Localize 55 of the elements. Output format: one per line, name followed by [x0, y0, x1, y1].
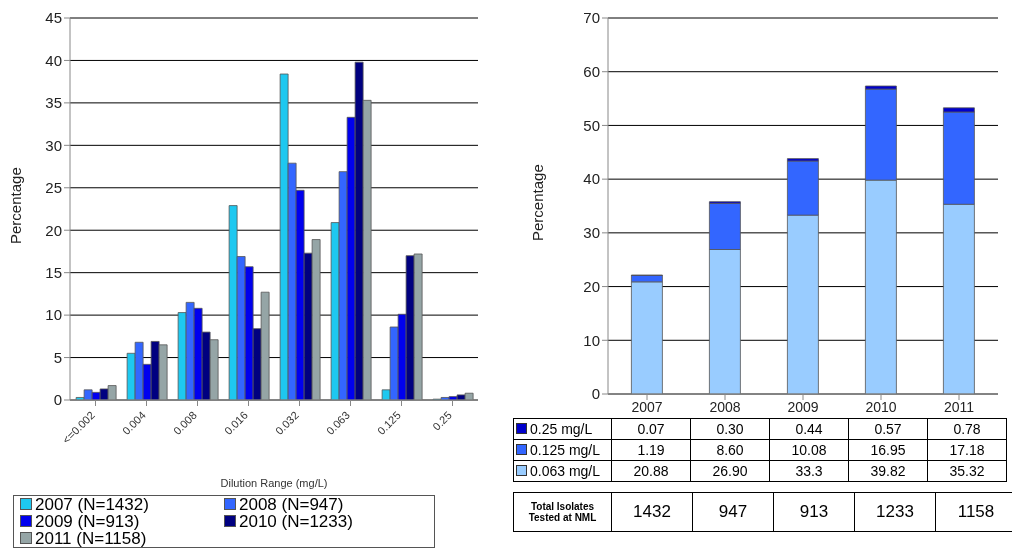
x-tick-label: 2011: [943, 398, 975, 415]
y-tick-label: 30: [45, 136, 62, 154]
data-label: 39.82: [848, 460, 928, 482]
data-label: 0.07: [611, 418, 691, 440]
text: 1233: [854, 492, 936, 532]
legend-label: 0.25 mg/L: [513, 418, 612, 440]
data-label: 0.78: [927, 418, 1007, 440]
y-tick-label: 10: [583, 331, 600, 349]
data-label: 0.44: [769, 418, 849, 440]
y-tick-label: 50: [583, 116, 600, 134]
y-tick-label: 30: [583, 224, 600, 242]
data-label: 0.57: [848, 418, 928, 440]
legend-label: 2008 (N=947): [238, 495, 345, 514]
x-axis-title: Dilution Range (mg/L): [220, 477, 328, 489]
y-tick-label: 20: [583, 277, 600, 295]
data-label: 26.90: [690, 460, 770, 482]
y-tick-label: 20: [45, 221, 62, 239]
text: 947: [692, 492, 774, 532]
y-tick-label: 0: [591, 385, 600, 403]
y-tick-label: 15: [45, 263, 62, 281]
legend-label: 2007 (N=1432): [34, 495, 150, 514]
x-tick-label: 2009: [787, 398, 819, 415]
data-label: 0.30: [690, 418, 770, 440]
text: 1158: [935, 492, 1012, 532]
text: Total Isolates Tested at NML: [513, 492, 612, 532]
legend-label: 2010 (N=1233): [238, 512, 354, 531]
y-axis-title: Percentage: [7, 167, 25, 244]
data-label: 17.18: [927, 439, 1007, 461]
data-label: 16.95: [848, 439, 928, 461]
y-tick-label: 45: [45, 9, 62, 27]
x-tick-label: 2010: [865, 398, 897, 415]
y-tick-label: 60: [583, 63, 600, 81]
x-tick-label: 2007: [631, 398, 663, 415]
text: 1432: [611, 492, 693, 532]
data-label: 35.32: [927, 460, 1007, 482]
y-tick-label: 35: [45, 94, 62, 112]
y-axis-title: Percentage: [529, 164, 547, 241]
data-label: 8.60: [690, 439, 770, 461]
data-label: 33.3: [769, 460, 849, 482]
data-label: 10.08: [769, 439, 849, 461]
y-tick-label: 0: [53, 391, 62, 409]
y-tick-label: 40: [45, 51, 62, 69]
legend-label: 2011 (N=1158): [34, 529, 148, 548]
data-label: 1.19: [611, 439, 691, 461]
y-tick-label: 70: [583, 9, 600, 27]
y-tick-label: 25: [45, 179, 62, 197]
legend-label: 2009 (N=913): [34, 512, 140, 531]
y-tick-label: 5: [53, 348, 62, 366]
data-label: 20.88: [611, 460, 691, 482]
legend-label: 0.063 mg/L: [513, 460, 612, 482]
x-tick-label: 2008: [709, 398, 741, 415]
text: 913: [773, 492, 855, 532]
y-tick-label: 40: [583, 170, 600, 188]
legend-label: 0.125 mg/L: [513, 439, 612, 461]
y-tick-label: 10: [45, 306, 62, 324]
